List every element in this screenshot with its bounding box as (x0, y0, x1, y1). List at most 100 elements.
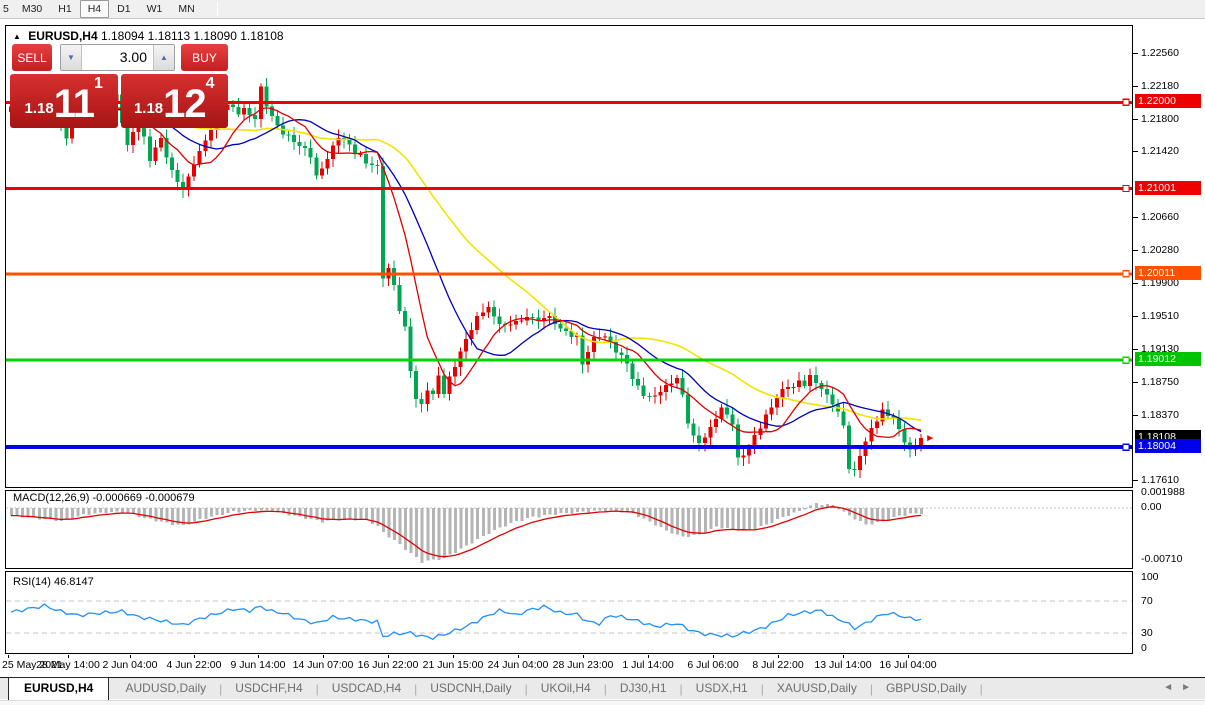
rsi-axis-label: 100 (1141, 571, 1159, 583)
buy-button[interactable]: BUY (181, 44, 228, 71)
rsi-pane[interactable] (5, 571, 1133, 654)
price-line-badge: 1.18004 (1135, 439, 1201, 454)
chart-tab-usdx[interactable]: USDX,H1 (695, 681, 748, 695)
chart-tab-ukoil[interactable]: UKOil,H4 (540, 681, 591, 695)
bid-price-pip: 1 (94, 75, 103, 92)
time-tick-mark (258, 655, 259, 658)
rsi-axis-label: 0 (1141, 642, 1147, 654)
timeframe-button-mn[interactable]: MN (178, 3, 195, 15)
time-tick-label: 21 Jun 15:00 (422, 659, 484, 671)
timeframe-button-w1[interactable]: W1 (146, 3, 163, 15)
tab-separator: | (979, 682, 983, 696)
price-tick-label: 1.21420 (1141, 145, 1179, 158)
bid-price-big: 11 (53, 82, 95, 126)
timeframe-button-m30[interactable]: M30 (21, 3, 43, 15)
volume-decrease-icon[interactable]: ▼ (61, 45, 82, 70)
price-tick-mark (1133, 414, 1138, 416)
tab-scroll-arrows: ◄► (1163, 682, 1199, 693)
chart-tab-usdcad[interactable]: USDCAD,H4 (331, 681, 402, 695)
volume-increase-icon[interactable]: ▲ (153, 45, 174, 70)
collapse-triangle-icon[interactable]: ▲ (13, 32, 21, 41)
time-tick-mark (8, 655, 9, 658)
price-tick-mark (1133, 118, 1138, 120)
tab-separator: | (315, 682, 319, 696)
timeframe-button-h4[interactable]: H4 (79, 0, 110, 18)
price-tick-label: 1.18750 (1141, 375, 1179, 388)
time-tick-mark (388, 655, 389, 658)
chart-tab-dj30[interactable]: DJ30,H1 (619, 681, 667, 695)
chart-tab-bar: EURUSD,H4 | AUDUSD,Daily | USDCHF,H4 | USDCAD,… (0, 677, 1205, 700)
tab-scroll-right-icon[interactable]: ► (1181, 682, 1199, 693)
time-tick-mark (194, 655, 195, 658)
tab-separator: | (679, 682, 683, 696)
price-line-badge: 1.19012 (1135, 352, 1201, 367)
ask-price-big: 12 (163, 82, 206, 126)
time-tick-label: 4 Jun 22:00 (166, 659, 222, 671)
time-tick-mark (778, 655, 779, 658)
price-tick-label: 1.18370 (1141, 408, 1179, 421)
chart-tab-usdchf[interactable]: USDCHF,H4 (235, 681, 303, 695)
price-tick-label: 1.19130 (1141, 342, 1179, 355)
ask-price-tile[interactable]: 1.18 12 4 (120, 74, 228, 128)
time-tick-mark (453, 655, 454, 658)
chart-tab-eurusd[interactable]: EURUSD,H4 (8, 677, 110, 700)
time-axis[interactable]: 25 May 2021 28 May 14:00 2 Jun 04:00 4 Jun … (0, 655, 1205, 677)
timeframe-button-5[interactable]: 5 (3, 3, 9, 15)
one-click-trading-widget: SELL ▼ 3.00 ▲ BUY 1.18 11 1 1.18 12 4 (10, 44, 228, 128)
chart-tab-usdcnh[interactable]: USDCNH,Daily (430, 681, 512, 695)
price-tick-mark (1133, 282, 1138, 284)
sell-button[interactable]: SELL (12, 44, 52, 71)
rsi-indicator-label: RSI(14) 46.8147 (13, 576, 94, 588)
price-tick-mark (1133, 316, 1138, 318)
macd-axis-label: 0.00 (1141, 501, 1162, 513)
tab-separator: | (524, 682, 528, 696)
time-tick-label: 14 Jun 07:00 (292, 659, 354, 671)
price-line-badge: 1.21001 (1135, 180, 1201, 195)
timeframe-button-d1[interactable]: D1 (117, 3, 131, 15)
price-tick-mark (1133, 348, 1138, 350)
time-tick-mark (908, 655, 909, 658)
time-tick-label: 1 Jul 14:00 (622, 659, 674, 671)
price-tick-label: 1.22560 (1141, 47, 1179, 59)
price-tick-mark (1133, 480, 1138, 482)
time-tick-label: 24 Jun 04:00 (487, 659, 549, 671)
price-line-badge: 1.20011 (1135, 265, 1201, 280)
volume-input[interactable]: 3.00 (119, 49, 147, 65)
tab-scroll-left-icon[interactable]: ◄ (1163, 682, 1182, 693)
macd-pane[interactable] (5, 490, 1133, 569)
price-tick-label: 1.20280 (1141, 243, 1179, 256)
time-tick-label: 9 Jun 14:00 (230, 659, 286, 671)
chart-tab-xauusd[interactable]: XAUUSD,Daily (776, 681, 857, 695)
time-tick-mark (843, 655, 844, 658)
price-tick-mark (1133, 216, 1138, 218)
price-tick-mark (1133, 249, 1138, 251)
time-tick-label: 6 Jul 06:00 (687, 659, 739, 671)
timeframe-toolbar: 5 M30 H1 H4 D1 W1 MN (0, 0, 1205, 19)
tab-separator: | (414, 682, 418, 696)
price-tick-mark (1133, 53, 1138, 54)
price-axis[interactable]: 1.22560 1.22180 1.21800 1.21420 1.20660 1.202… (1133, 25, 1205, 655)
price-tick-label: 1.17610 (1141, 474, 1179, 487)
timeframe-button-h1[interactable]: H1 (58, 3, 72, 15)
ask-price-prefix: 1.18 (133, 100, 164, 117)
time-tick-label: 8 Jul 22:00 (752, 659, 804, 671)
time-tick-label: 25 May 2021 (2, 659, 63, 671)
tab-separator: | (760, 682, 764, 696)
rsi-axis-label: 70 (1141, 595, 1153, 607)
chart-tab-audusd[interactable]: AUDUSD,Daily (125, 681, 207, 695)
bid-price-tile[interactable]: 1.18 11 1 (10, 74, 118, 128)
time-tick-mark (518, 655, 519, 658)
chart-tab-gbpusd[interactable]: GBPUSD,Daily (885, 681, 967, 695)
chart-ohlc-values: 1.18094 1.18113 1.18090 1.18108 (100, 29, 284, 43)
price-tick-mark (1133, 85, 1138, 87)
tab-separator: | (219, 682, 223, 696)
time-tick-mark (130, 655, 131, 658)
time-tick-mark (713, 655, 714, 658)
time-tick-label: 16 Jul 04:00 (879, 659, 937, 671)
chart-symbol-label: EURUSD,H4 (28, 29, 98, 43)
ask-price-pip: 4 (205, 75, 215, 92)
time-tick-label: 2 Jun 04:00 (102, 659, 158, 671)
price-tick-label: 1.21800 (1141, 112, 1179, 125)
macd-chart (6, 503, 1132, 563)
chart-window-title: ▲ EURUSD,H4 1.18094 1.18113 1.18090 1.18… (13, 29, 284, 43)
